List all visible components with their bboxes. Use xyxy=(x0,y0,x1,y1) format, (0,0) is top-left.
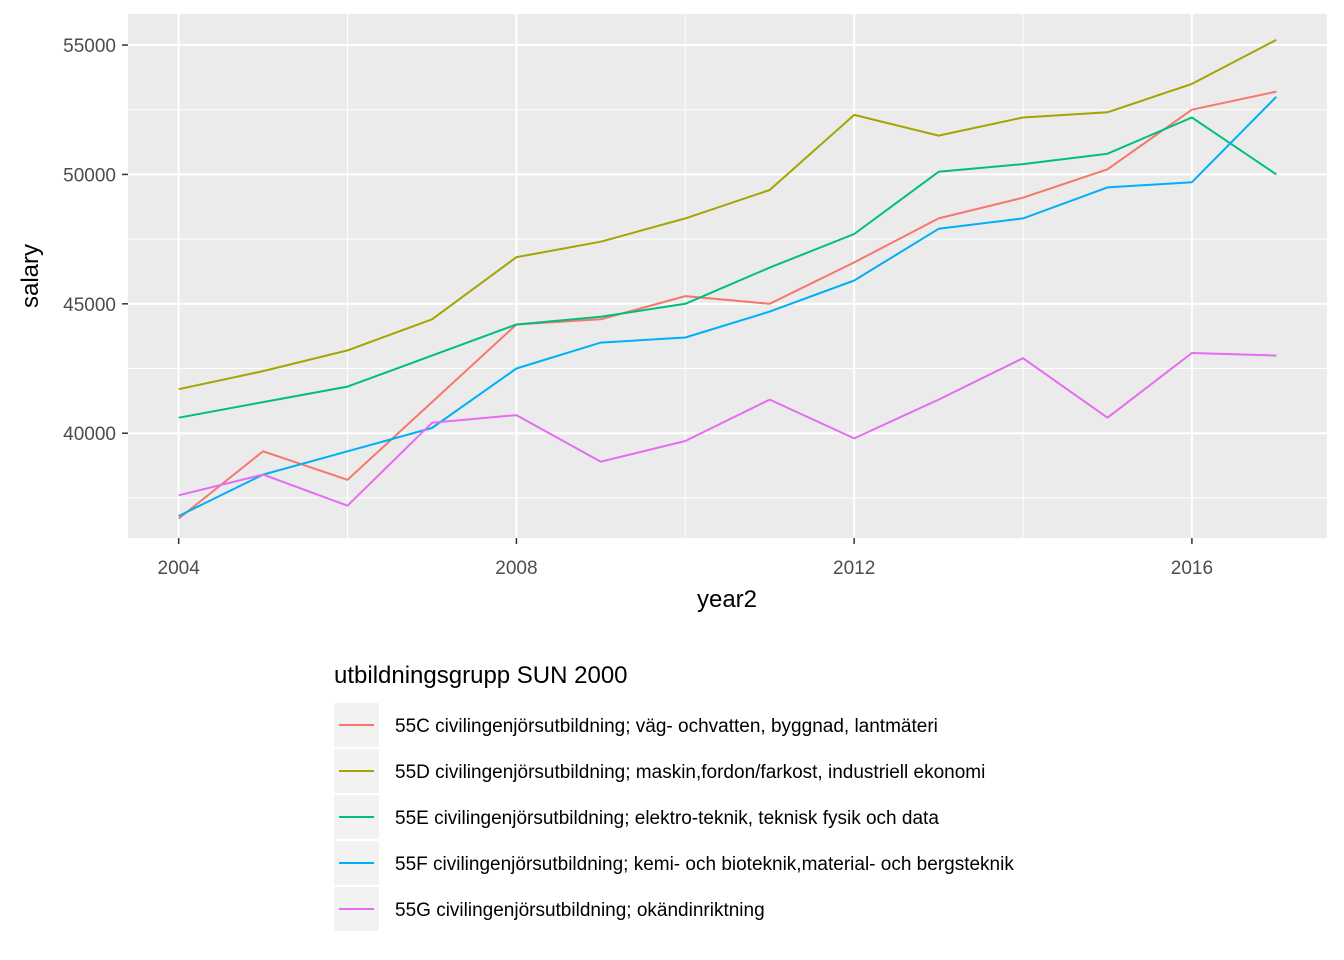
plot-panel xyxy=(128,14,1327,538)
legend-label: 55E civilingenjörsutbildning; elektro-te… xyxy=(395,808,939,829)
legend-label: 55G civilingenjörsutbildning; okändinrik… xyxy=(395,900,765,921)
legend-label: 55D civilingenjörsutbildning; maskin,for… xyxy=(395,762,985,783)
legend-label: 55F civilingenjörsutbildning; kemi- och … xyxy=(395,854,1014,875)
y-tick-label: 45000 xyxy=(63,295,116,316)
legend-entry: 55F civilingenjörsutbildning; kemi- och … xyxy=(334,841,1014,885)
series-line-3 xyxy=(178,116,1277,419)
legend-entry: 55C civilingenjörsutbildning; väg- ochva… xyxy=(334,703,938,747)
legend-entry: 55E civilingenjörsutbildning; elektro-te… xyxy=(334,795,939,839)
x-axis: 2004 2008 2012 2016 xyxy=(158,538,1213,579)
x-tick-label: 2008 xyxy=(495,558,537,579)
y-tick-label: 55000 xyxy=(63,36,116,57)
major-gridlines xyxy=(128,14,1327,538)
legend-title: utbildningsgrupp SUN 2000 xyxy=(334,662,628,689)
legend-entry: 55G civilingenjörsutbildning; okändinrik… xyxy=(334,887,765,931)
y-tick-label: 50000 xyxy=(63,165,116,186)
series-line-5 xyxy=(178,352,1277,507)
legend-label: 55C civilingenjörsutbildning; väg- ochva… xyxy=(395,716,938,737)
series-line-4 xyxy=(178,96,1278,517)
series-line-1 xyxy=(178,90,1277,520)
x-tick-label: 2004 xyxy=(158,558,201,579)
legend: utbildningsgrupp SUN 2000 55C civilingen… xyxy=(334,662,1014,931)
x-tick-label: 2016 xyxy=(1171,558,1213,579)
x-tick-label: 2012 xyxy=(833,558,875,579)
y-tick-label: 40000 xyxy=(63,424,116,445)
y-axis-title: salary xyxy=(17,244,44,308)
y-axis: 40000 45000 50000 55000 xyxy=(63,36,128,445)
series-line-2 xyxy=(178,39,1277,391)
series-lines xyxy=(178,39,1278,520)
x-axis-title: year2 xyxy=(697,586,757,613)
legend-entry: 55D civilingenjörsutbildning; maskin,for… xyxy=(334,749,985,793)
